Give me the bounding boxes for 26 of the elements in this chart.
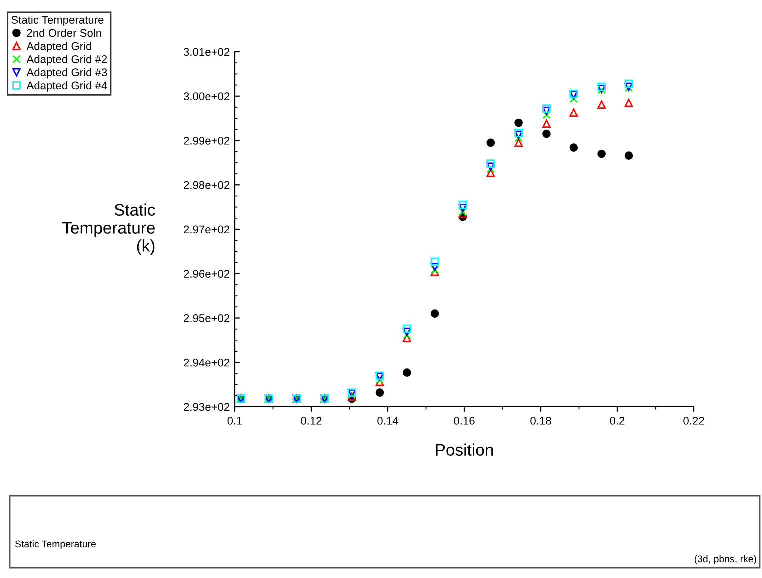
y-axis-title: Static Temperature (k) [62,204,156,256]
x-tick-label: 0.1 [228,417,242,425]
y-tick-label: 2.99e+02 [184,137,230,145]
legend-title: Static Temperature [12,16,104,26]
legend-label: Adapted Grid #3 [26,68,108,79]
y-tick-label: 2.96e+02 [184,270,230,278]
x-tick-label: 0.22 [684,417,704,425]
y-tick-label: 3.00e+02 [184,92,230,101]
x-axis-title: Position [436,444,494,456]
y-tick-label: 2.97e+02 [184,226,230,234]
y-tick-label: 2.95e+02 [184,314,230,322]
text: Static Temperature [15,540,96,550]
x-tick-label: 0.14 [378,417,398,425]
y-tick-label: 2.93e+02 [184,403,230,412]
y-tick-label: 2.94e+02 [184,358,230,367]
y-tick-label: 3.01e+02 [184,48,230,56]
x-tick-label: 0.2 [610,417,625,425]
x-tick-label: 0.12 [301,417,322,425]
legend-label: Adapted Grid [26,42,92,52]
y-tick-label: 2.98e+02 [184,181,230,190]
legend-label: Adapted Grid #2 [26,55,108,66]
legend-label: 2nd Order Soln [27,28,102,38]
legend-label: Adapted Grid #4 [26,82,108,92]
text: (3d, pbns, rke) [694,555,756,565]
x-tick-label: 0.16 [454,417,475,425]
x-tick-label: 0.18 [530,417,552,425]
